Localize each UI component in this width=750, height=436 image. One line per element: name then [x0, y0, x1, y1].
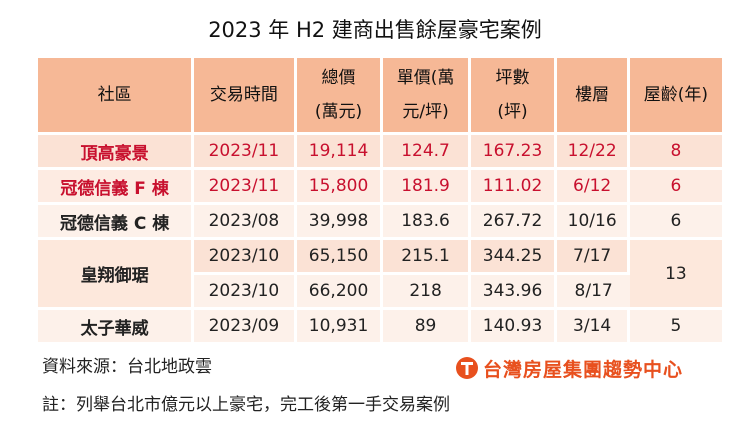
table-cell: 2023/10 — [194, 275, 297, 307]
note: 註：列舉台北市億元以上豪宅，完工後第一手交易案例 — [42, 395, 450, 415]
table-row: 2023/10 66,200 218 343.96 8/17 — [38, 275, 722, 307]
table-cell: 3/14 — [557, 310, 630, 342]
header-cell: 總價 (萬元) — [296, 58, 384, 132]
header-text: 單價(萬 — [396, 68, 455, 88]
community-cell: 冠德信義 C 棟 — [38, 205, 195, 237]
header-cell: 社區 — [38, 58, 195, 132]
table-cell: 343.96 — [470, 275, 558, 307]
table-cell: 2023/11 — [194, 135, 297, 167]
header-text: 坪數 — [495, 68, 530, 88]
table-cell: 12/22 — [557, 135, 630, 167]
table-row: 冠德信義 F 棟 2023/11 15,800 181.9 111.02 6/12 6 — [38, 170, 722, 202]
table-cell: 7/17 — [557, 240, 630, 272]
logo-text: 台灣房屋集團趨勢中心 — [483, 358, 684, 381]
table-cell: 8 — [629, 135, 722, 167]
table-cell: 344.25 — [470, 240, 558, 272]
table-cell: 65,150 — [296, 240, 384, 272]
header-text: (坪) — [497, 102, 528, 122]
community-cell: 頂高豪景 — [38, 135, 195, 167]
header-cell: 單價(萬元/坪) — [383, 58, 471, 132]
table-cell: 19,114 — [296, 135, 384, 167]
table-cell: 6 — [629, 205, 722, 237]
logo-icon — [456, 357, 478, 379]
table-cell: 2023/10 — [194, 240, 297, 272]
community-cell: 冠德信義 F 棟 — [38, 170, 195, 202]
table-cell: 215.1 — [383, 240, 471, 272]
header-row: 社區 交易時間 總價 (萬元) 單價(萬元/坪) 坪數 (坪) 樓層 屋齡(年) — [38, 58, 722, 132]
table-cell: 124.7 — [383, 135, 471, 167]
header-text: 樓層 — [575, 85, 610, 105]
table-row: 冠德信義 C 棟 2023/08 39,998 183.6 267.72 10/16 6 — [38, 205, 722, 237]
table-cell: 5 — [629, 310, 722, 342]
table-cell: 15,800 — [296, 170, 384, 202]
table-cell: 6/12 — [557, 170, 630, 202]
header-text: 總價 — [321, 68, 356, 88]
table-cell: 10,931 — [296, 310, 384, 342]
table-cell: 13 — [629, 240, 722, 307]
table-cell: 183.6 — [383, 205, 471, 237]
table: 社區 交易時間 總價 (萬元) 單價(萬 元/坪) 坪數 (坪) 樓層 屋齡(年) 頂高豪景 2023… — [38, 55, 722, 345]
community-cell: 皇翔御琚 — [38, 240, 195, 307]
table-row: 皇翔御琚 2023/10 65,150 215.1 344.25 7/17 13 — [38, 240, 722, 307]
community-cell: 太子華威 — [38, 310, 195, 342]
table-cell: 10/16 — [557, 205, 630, 237]
table-cell: 66,200 — [296, 275, 384, 307]
table-cell: 2023/08 — [194, 205, 297, 237]
header-cell: 交易時間 — [194, 58, 297, 132]
header-text: 社區 — [97, 85, 132, 105]
header-text: 屋齡(年) — [643, 85, 709, 105]
table-cell: 111.02 — [470, 170, 558, 202]
title: 2023 年 H2 建商出售餘屋豪宅案例 — [208, 18, 542, 42]
header-text: 交易時間 — [209, 85, 278, 105]
table-cell: 167.23 — [470, 135, 558, 167]
header-cell: 屋齡(年) — [629, 58, 722, 132]
table-cell: 6 — [629, 170, 722, 202]
table-cell: 218 — [383, 275, 471, 307]
source: 資料來源：台北地政雲 — [42, 357, 212, 377]
header-cell: 坪數 (坪) — [470, 58, 558, 132]
header-cell: 樓層 — [557, 58, 630, 132]
table-cell: 89 — [383, 310, 471, 342]
table-cell: 39,998 — [296, 205, 384, 237]
header-text: 元/坪) — [402, 102, 449, 122]
table-cell: 140.93 — [470, 310, 558, 342]
logo: 台灣房屋集團趨勢中心 — [455, 354, 683, 382]
table-cell: 2023/09 — [194, 310, 297, 342]
table-cell: 8/17 — [557, 275, 630, 307]
table-cell: 2023/11 — [194, 170, 297, 202]
table-row: 太子華威 2023/09 10,931 89 140.93 3/14 5 — [38, 310, 722, 342]
header-text: (萬元) — [314, 102, 363, 122]
table-cell: 181.9 — [383, 170, 471, 202]
table-row: 頂高豪景 2023/11 19,114 124.7 167.23 12/22 8 — [38, 135, 722, 167]
table-cell: 267.72 — [470, 205, 558, 237]
